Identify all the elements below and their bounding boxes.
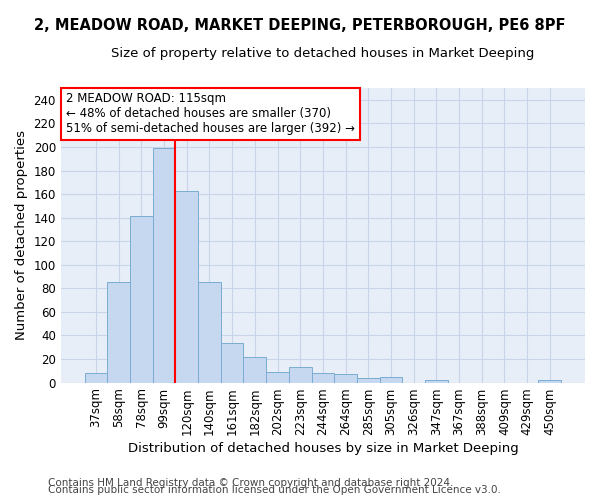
Bar <box>130 216 152 382</box>
Bar <box>266 372 289 382</box>
Bar <box>85 373 107 382</box>
Text: 2 MEADOW ROAD: 115sqm
← 48% of detached houses are smaller (370)
51% of semi-det: 2 MEADOW ROAD: 115sqm ← 48% of detached … <box>66 92 355 136</box>
Bar <box>357 378 380 382</box>
Bar <box>175 190 198 382</box>
Bar <box>334 374 357 382</box>
Bar <box>244 356 266 382</box>
Bar <box>289 368 311 382</box>
Bar <box>107 282 130 382</box>
Text: Contains public sector information licensed under the Open Government Licence v3: Contains public sector information licen… <box>48 485 501 495</box>
Title: Size of property relative to detached houses in Market Deeping: Size of property relative to detached ho… <box>111 48 535 60</box>
Bar <box>152 148 175 382</box>
Bar <box>425 380 448 382</box>
Text: 2, MEADOW ROAD, MARKET DEEPING, PETERBOROUGH, PE6 8PF: 2, MEADOW ROAD, MARKET DEEPING, PETERBOR… <box>34 18 566 32</box>
X-axis label: Distribution of detached houses by size in Market Deeping: Distribution of detached houses by size … <box>128 442 518 455</box>
Y-axis label: Number of detached properties: Number of detached properties <box>15 130 28 340</box>
Bar <box>380 376 403 382</box>
Bar <box>221 342 244 382</box>
Bar <box>198 282 221 382</box>
Bar <box>311 373 334 382</box>
Bar <box>538 380 561 382</box>
Text: Contains HM Land Registry data © Crown copyright and database right 2024.: Contains HM Land Registry data © Crown c… <box>48 478 454 488</box>
